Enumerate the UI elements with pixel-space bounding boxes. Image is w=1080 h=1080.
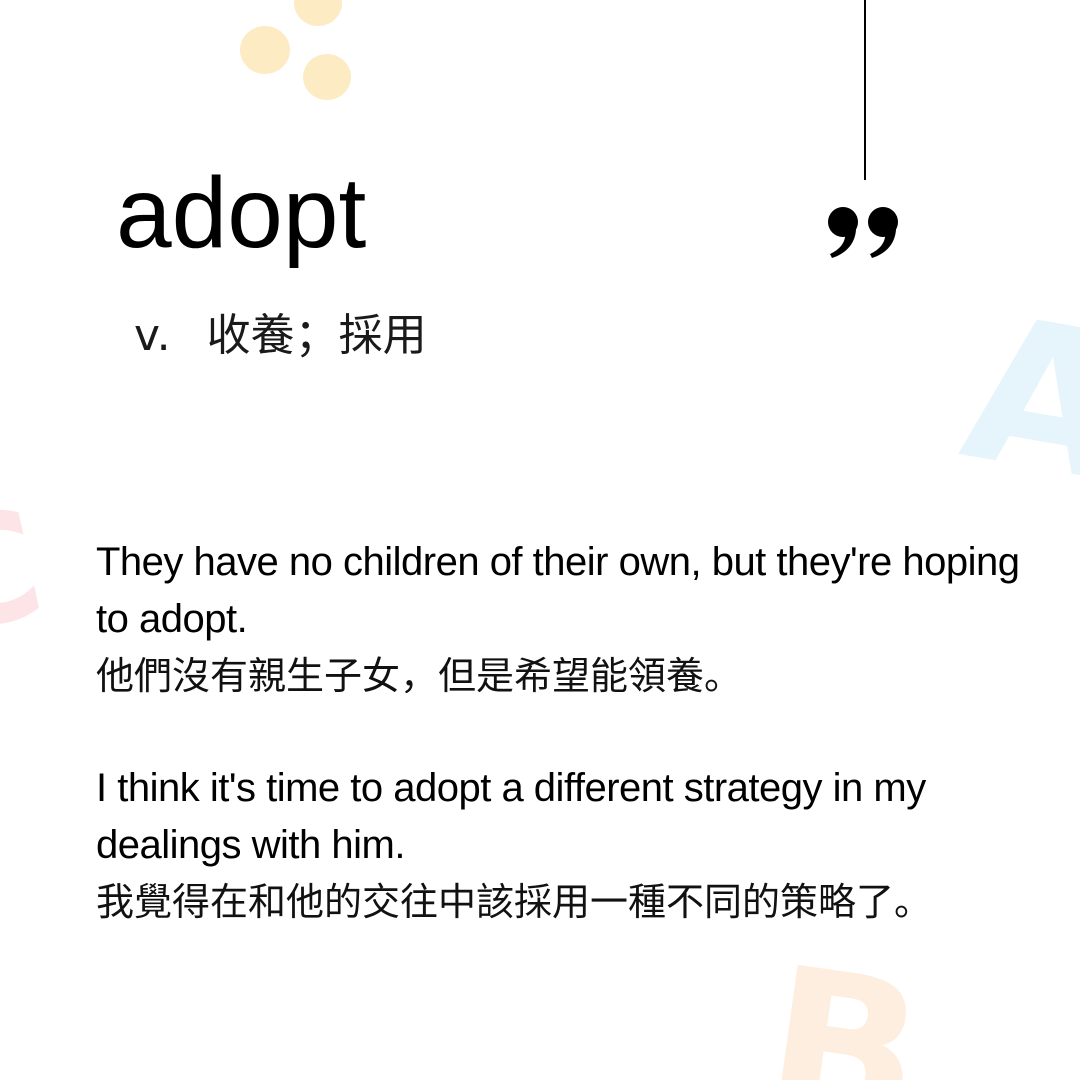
example-sentence-1: They have no children of their own, but … <box>96 534 1046 704</box>
decorative-letter-c: C <box>0 476 57 670</box>
definition-line: v. 收養；採用 <box>134 310 427 363</box>
decorative-dot <box>294 0 342 26</box>
headword: adopt <box>116 157 367 269</box>
example-chinese: 我覺得在和他的交往中該採用一種不同的策略了。 <box>96 880 933 924</box>
decorative-letter-b: B <box>752 923 936 1080</box>
example-chinese: 他們沒有親生子女，但是希望能領養。 <box>96 654 743 698</box>
decorative-dot <box>240 26 290 74</box>
example-english: They have no children of their own, but … <box>96 540 1020 641</box>
quote-mark-icon <box>828 207 898 258</box>
vertical-divider-line <box>864 0 866 180</box>
example-english: I think it's time to adopt a different s… <box>96 766 926 867</box>
chinese-definition: 收養；採用 <box>206 310 427 361</box>
decorative-letter-a: A <box>949 271 1080 528</box>
example-sentence-2: I think it's time to adopt a different s… <box>96 760 1046 930</box>
decorative-dot <box>303 54 351 100</box>
part-of-speech: v. <box>134 310 171 361</box>
